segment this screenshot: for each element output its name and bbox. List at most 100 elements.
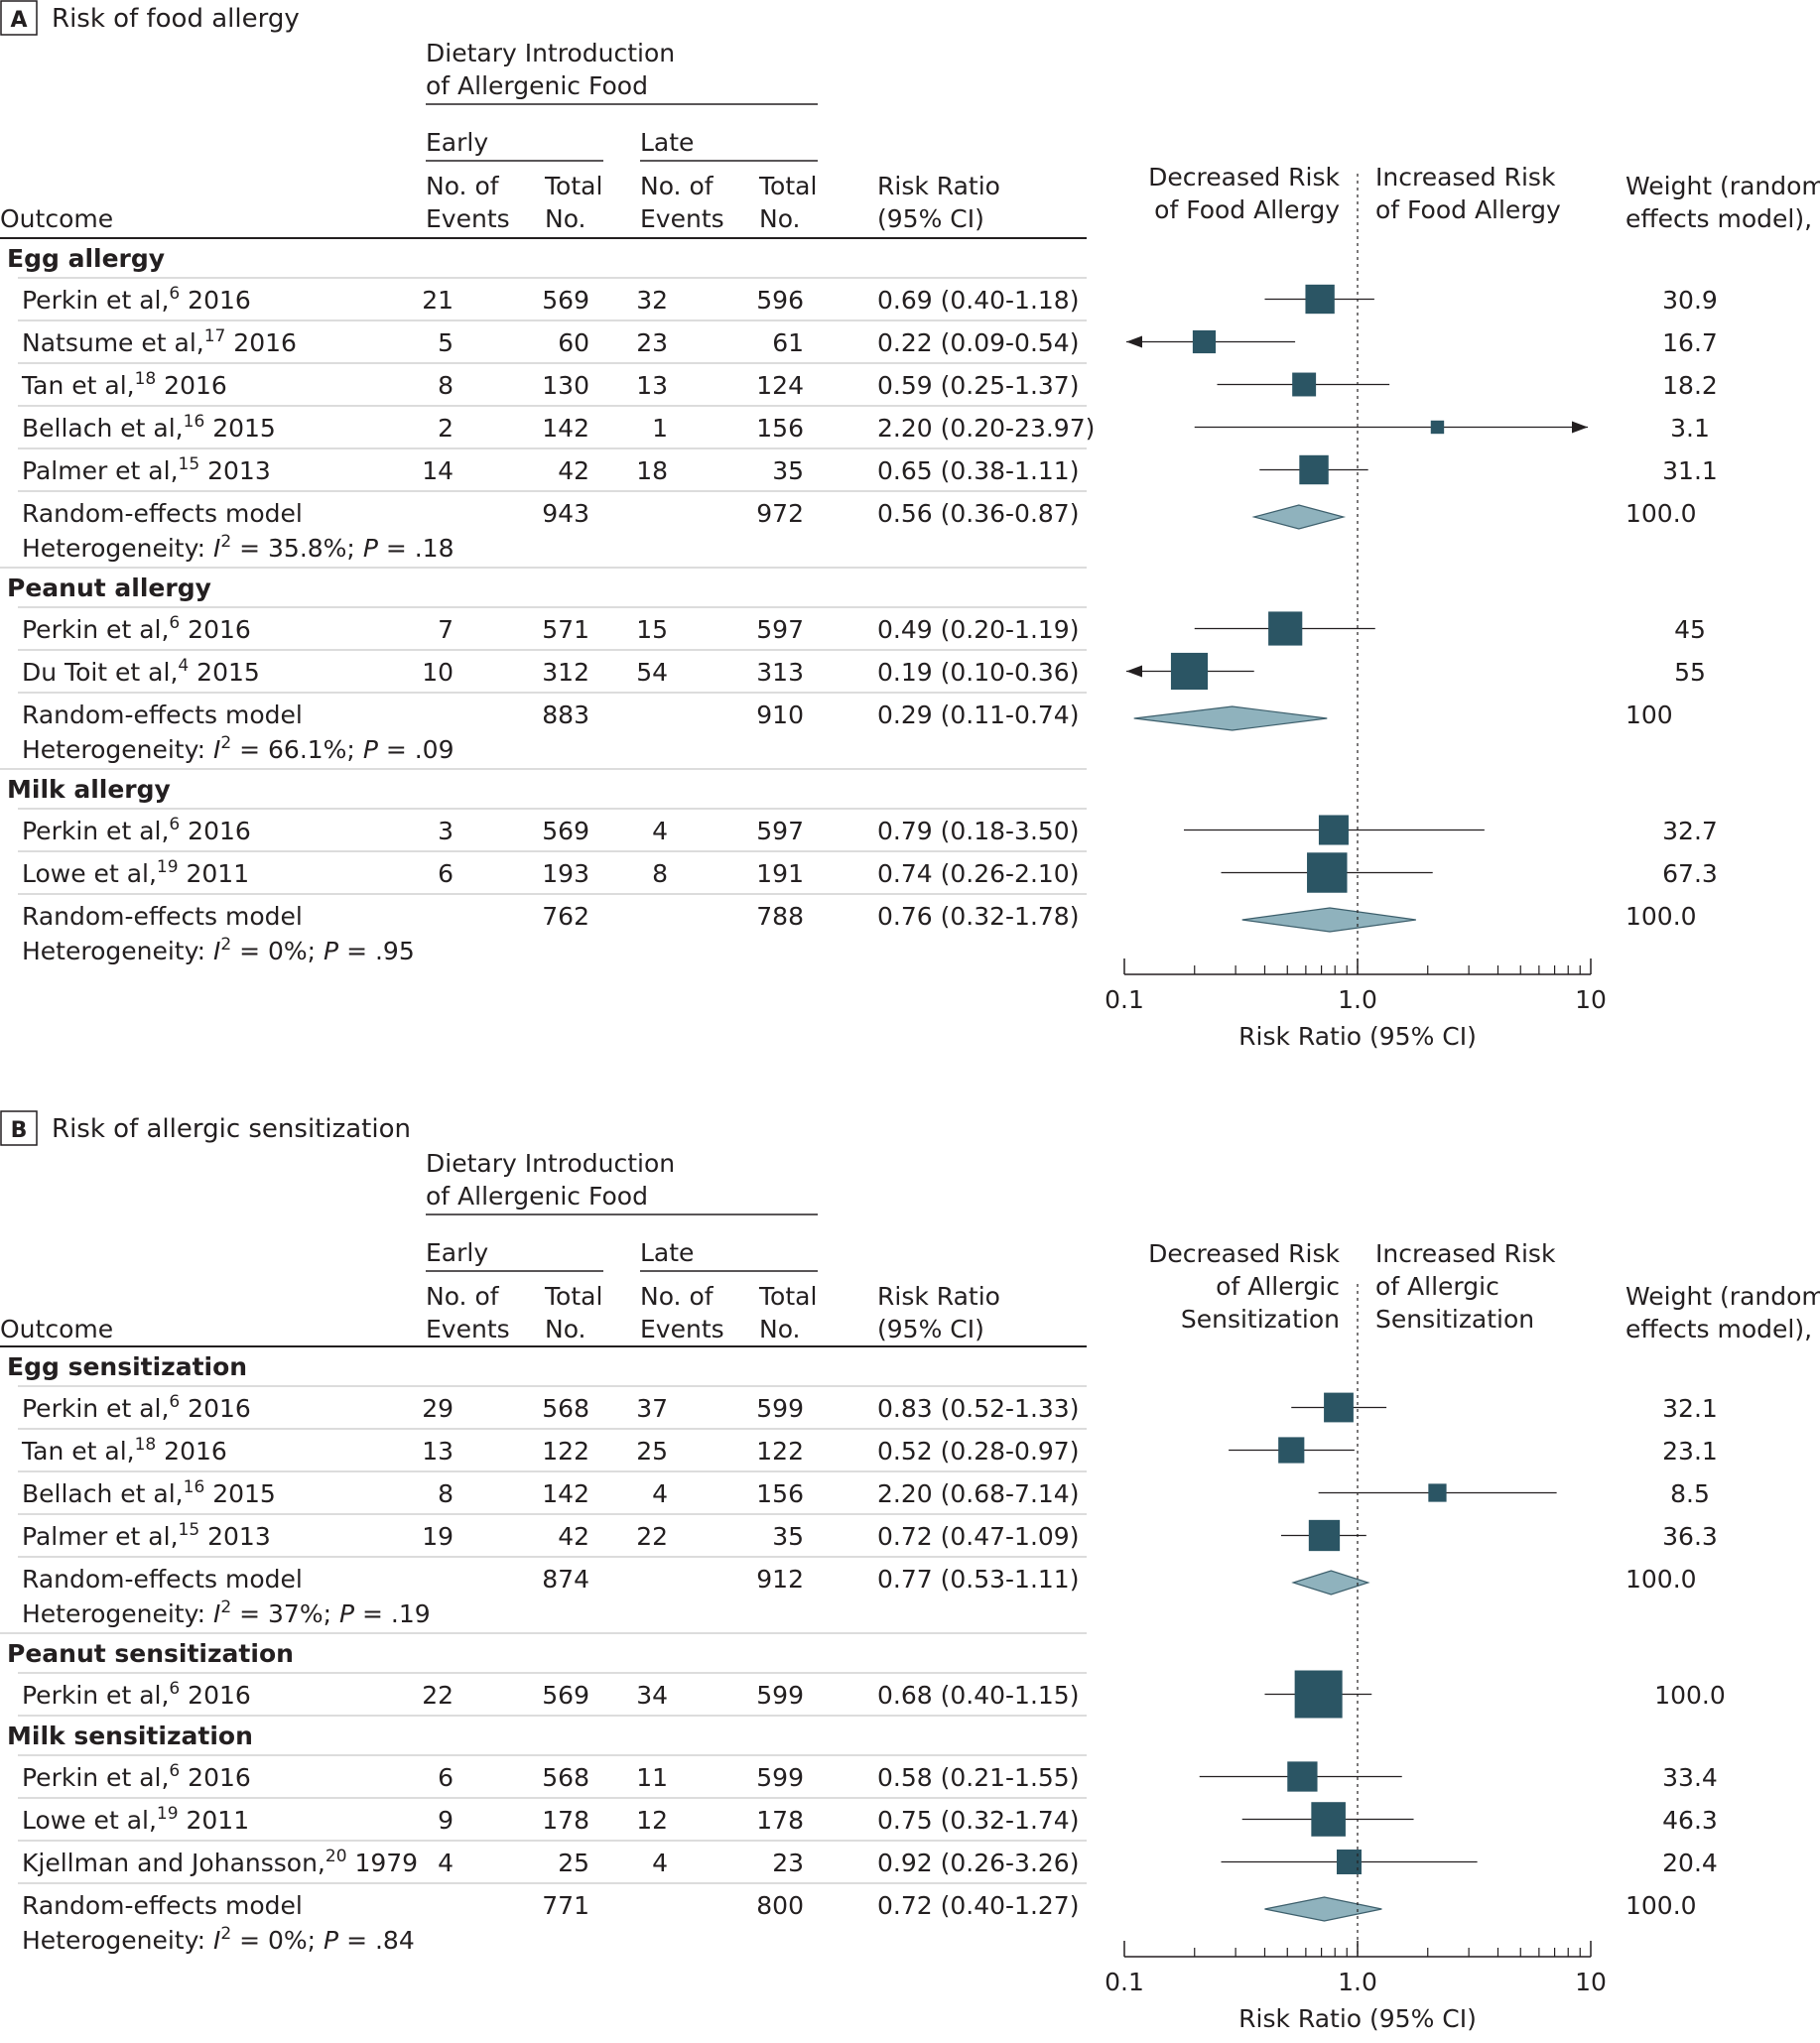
panel-a-summary-late-total: 788 xyxy=(756,902,804,931)
study-year: 2016 xyxy=(180,1763,251,1792)
panel-a-group-title: Dietary Introduction xyxy=(426,39,675,67)
panel-a-early-events: 3 xyxy=(438,817,454,845)
panel-b-summary-late-total: 912 xyxy=(756,1565,804,1594)
panel-b-study-label: Tan et al,18 2016 xyxy=(21,1435,227,1466)
panel-b-early-events: 4 xyxy=(438,1849,454,1877)
panel-a-summary-early-total: 943 xyxy=(542,499,589,528)
panel-b-early-events: 22 xyxy=(422,1681,454,1710)
panel-b-study-label: Kjellman and Johansson,20 1979 xyxy=(22,1847,418,1877)
panel-b-late-total: 122 xyxy=(756,1437,804,1466)
heterogeneity-part: 2 xyxy=(220,532,231,552)
panel-a-risk-ratio: 2.20 (0.20-23.97) xyxy=(877,414,1095,443)
panel-a-ci-arrow-left xyxy=(1126,335,1142,348)
panel-b-weight: 33.4 xyxy=(1662,1763,1718,1792)
panel-a-summary-weight: 100.0 xyxy=(1625,902,1697,931)
panel-a-summary-risk-ratio: 0.56 (0.36-0.87) xyxy=(877,499,1079,528)
panel-a-summary-late-total: 910 xyxy=(756,701,804,729)
panel-a-pooled-diamond xyxy=(1133,705,1328,731)
panel-b-early-total: 178 xyxy=(542,1806,589,1835)
panel-a-increased-risk-label: of Food Allergy xyxy=(1375,195,1561,224)
heterogeneity-part: = .95 xyxy=(338,937,415,965)
panel-a-summary-weight: 100 xyxy=(1625,701,1673,729)
study-year: 2015 xyxy=(189,658,260,687)
panel-b-risk-ratio: 0.92 (0.26-3.26) xyxy=(877,1849,1079,1877)
panel-a-x-tick-label: 10 xyxy=(1575,985,1607,1014)
panel-b-late-total: 599 xyxy=(756,1394,804,1423)
panel-a-heterogeneity: Heterogeneity: I2 = 0%; P = .95 xyxy=(22,935,415,965)
study-year: 2016 xyxy=(180,1681,251,1710)
panel-b-early-total: 568 xyxy=(542,1763,589,1792)
panel-b-early-events: 13 xyxy=(422,1437,454,1466)
panel-b-early-total-header: Total xyxy=(544,1282,602,1311)
panel-b-late-total-header: No. xyxy=(759,1315,801,1343)
panel-a-rr-header: Risk Ratio xyxy=(877,172,1000,200)
reference-superscript: 6 xyxy=(169,1679,180,1699)
panel-a-late-total: 597 xyxy=(756,615,804,644)
panel-a-early-total: 142 xyxy=(542,414,589,443)
panel-b-effect-square xyxy=(1428,1483,1447,1502)
heterogeneity-part: P xyxy=(339,1599,355,1628)
heterogeneity-part: I xyxy=(213,1599,220,1628)
panel-a-early-total: 569 xyxy=(542,286,589,315)
panel-a-late-events: 54 xyxy=(636,658,668,687)
panel-b-late-events: 11 xyxy=(636,1763,668,1792)
panel-b-late-events: 37 xyxy=(636,1394,668,1423)
panel-b-rr-header: (95% CI) xyxy=(877,1315,984,1343)
panel-a-late-events: 13 xyxy=(636,371,668,400)
panel-a-late-events: 8 xyxy=(652,859,668,888)
panel-a-heterogeneity: Heterogeneity: I2 = 66.1%; P = .09 xyxy=(22,733,455,764)
reference-superscript: 17 xyxy=(204,326,226,346)
panel-a-letter: A xyxy=(10,8,27,33)
reference-superscript: 15 xyxy=(179,1520,200,1540)
panel-a-late-events: 4 xyxy=(652,817,668,845)
panel-b-risk-ratio: 0.58 (0.21-1.55) xyxy=(877,1763,1079,1792)
panel-a-risk-ratio: 0.65 (0.38-1.11) xyxy=(877,456,1079,485)
panel-b-summary-early-total: 874 xyxy=(542,1565,589,1594)
panel-a-effect-square xyxy=(1299,454,1329,485)
panel-b-early-total: 122 xyxy=(542,1437,589,1466)
panel-b-study-label: Bellach et al,16 2015 xyxy=(22,1477,276,1508)
panel-b-effect-square xyxy=(1278,1437,1305,1464)
panel-b-late-total: 178 xyxy=(756,1806,804,1835)
study-year: 1979 xyxy=(347,1849,419,1877)
panel-b-x-axis-label: Risk Ratio (95% CI) xyxy=(1238,2004,1477,2033)
panel-b-early-total: 568 xyxy=(542,1394,589,1423)
panel-a-study-label: Natsume et al,17 2016 xyxy=(22,326,297,357)
reference-superscript: 6 xyxy=(169,1392,180,1412)
heterogeneity-part: I xyxy=(213,735,220,764)
panel-a-pooled-diamond xyxy=(1241,907,1416,933)
panel-b-late-events: 4 xyxy=(652,1479,668,1508)
panel-a-early-total: 569 xyxy=(542,817,589,845)
panel-a-early-total-header: Total xyxy=(544,172,602,200)
panel-a-summary-label: Random-effects model xyxy=(22,902,303,931)
panel-b-late-total: 599 xyxy=(756,1681,804,1710)
panel-a-outcome-header: Outcome xyxy=(0,204,113,233)
panel-b-increased-risk-label: of Allergic xyxy=(1375,1272,1499,1301)
panel-b-late-total: 599 xyxy=(756,1763,804,1792)
reference-superscript: 16 xyxy=(184,1477,205,1497)
panel-a-weight-header: Weight (random- xyxy=(1625,172,1820,200)
panel-a-early-total: 42 xyxy=(558,456,589,485)
reference-superscript: 6 xyxy=(169,815,180,834)
panel-a-effect-square xyxy=(1430,420,1445,435)
panel-b-weight-header: Weight (random- xyxy=(1625,1282,1820,1311)
reference-superscript: 19 xyxy=(157,857,179,877)
panel-b-effect-square xyxy=(1311,1802,1346,1837)
panel-a-summary-weight: 100.0 xyxy=(1625,499,1697,528)
study-year: 2016 xyxy=(156,371,227,400)
panel-b-risk-ratio: 0.68 (0.40-1.15) xyxy=(877,1681,1079,1710)
panel-b-risk-ratio: 0.83 (0.52-1.33) xyxy=(877,1394,1079,1423)
panel-b-effect-square xyxy=(1287,1761,1318,1792)
panel-b-risk-ratio: 0.75 (0.32-1.74) xyxy=(877,1806,1079,1835)
panel-b-late-events-header: No. of xyxy=(640,1282,715,1311)
heterogeneity-part: 2 xyxy=(220,733,231,753)
panel-a-weight: 3.1 xyxy=(1670,414,1710,443)
panel-a-late-header: Late xyxy=(640,128,694,157)
panel-b-pooled-diamond xyxy=(1264,1896,1382,1922)
reference-superscript: 18 xyxy=(135,1435,157,1455)
study-year: 2011 xyxy=(179,1806,250,1835)
panel-b-group-title: of Allergenic Food xyxy=(426,1182,648,1211)
panel-a-late-total: 61 xyxy=(772,328,804,357)
study-year: 2013 xyxy=(199,456,271,485)
panel-b-weight: 8.5 xyxy=(1670,1479,1710,1508)
